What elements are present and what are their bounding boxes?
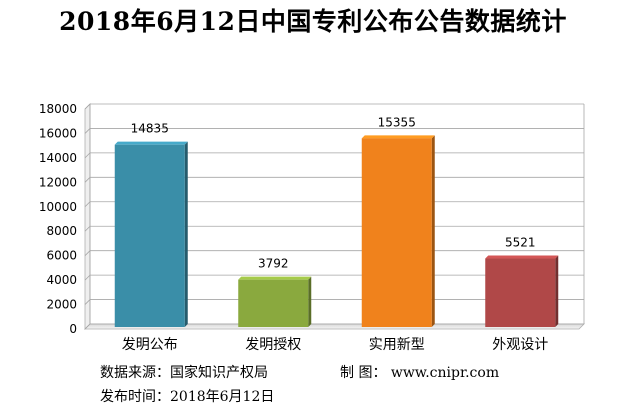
y-tick-label: 10000 <box>39 200 77 214</box>
y-tick-label: 2000 <box>46 298 77 312</box>
publish-date: 发布时间：2018年6月12日 <box>100 386 274 406</box>
bar-side <box>308 277 311 327</box>
y-tick-label: 16000 <box>39 126 77 140</box>
bar <box>238 280 308 327</box>
bar-side <box>432 135 435 327</box>
x-tick-label: 实用新型 <box>369 337 425 353</box>
bar-top <box>238 277 311 280</box>
y-tick-label: 8000 <box>46 224 77 238</box>
data-source-label: 数据来源： <box>100 365 170 381</box>
y-tick-label: 18000 <box>39 102 77 116</box>
data-source: 数据来源：国家知识产权局 <box>100 362 268 382</box>
publish-date-value: 2018年6月12日 <box>170 389 274 405</box>
bar <box>362 138 432 327</box>
bar <box>115 145 185 327</box>
publish-date-label: 发布时间： <box>100 389 170 405</box>
x-tick-label: 外观设计 <box>492 337 548 353</box>
plot-side-wall <box>85 104 90 329</box>
x-tick-label: 发明授权 <box>245 337 301 353</box>
data-label: 14835 <box>131 122 169 136</box>
data-label: 3792 <box>258 257 289 271</box>
y-tick-label: 12000 <box>39 175 77 189</box>
y-tick-label: 0 <box>69 322 77 336</box>
bar-top <box>115 142 188 145</box>
bar-top <box>485 256 558 259</box>
y-tick-label: 4000 <box>46 273 77 287</box>
data-source-value: 国家知识产权局 <box>170 365 268 381</box>
bar-side <box>185 142 188 327</box>
bar-top <box>362 135 435 138</box>
chart-maker-label: 制 图： <box>340 365 386 381</box>
y-tick-label: 6000 <box>46 249 77 263</box>
chart-maker-value: www.cnipr.com <box>391 365 499 381</box>
bar-side <box>555 256 558 327</box>
x-tick-label: 发明公布 <box>122 337 178 353</box>
y-tick-label: 14000 <box>39 151 77 165</box>
chart-maker: 制 图： www.cnipr.com <box>340 362 499 382</box>
data-label: 15355 <box>378 115 416 129</box>
bar <box>485 259 555 327</box>
data-label: 5521 <box>505 236 536 250</box>
